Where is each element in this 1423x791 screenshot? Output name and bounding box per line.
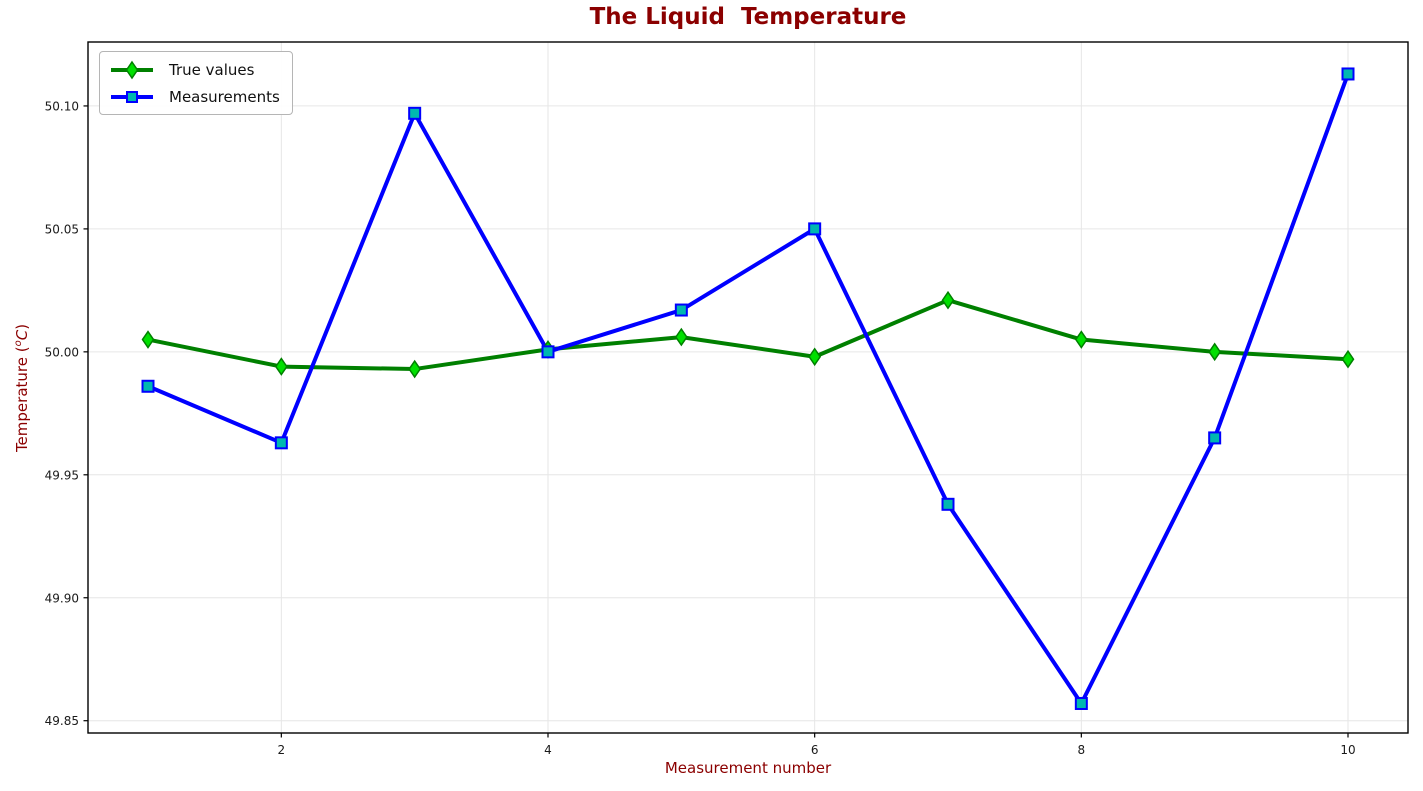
x-tick-label: 2	[278, 743, 286, 757]
y-tick-label: 50.00	[45, 345, 79, 359]
y-tick-label: 49.85	[45, 714, 79, 728]
axes-spines	[87, 41, 1409, 734]
x-tick-label: 8	[1078, 743, 1086, 757]
data-point-diamond	[1074, 330, 1088, 349]
y-axis-label-degree-sup: o	[13, 340, 24, 347]
data-point-square	[674, 303, 688, 317]
data-point-square	[808, 222, 822, 236]
data-point-square	[408, 106, 422, 120]
x-tick-label: 4	[544, 743, 552, 757]
y-tick-label: 50.05	[45, 222, 79, 236]
y-tick-label: 50.10	[45, 99, 79, 113]
data-point-diamond	[941, 290, 955, 310]
y-axis-label: Temperature (oC)	[13, 324, 31, 452]
data-point-diamond	[408, 359, 422, 379]
y-axis-label-suffix: )	[13, 323, 31, 330]
legend-item-true-values: True values	[108, 56, 280, 83]
data-point-square	[1208, 431, 1222, 445]
series-line-true-values	[146, 298, 1350, 372]
data-point-diamond	[808, 347, 822, 367]
y-tick-label: 49.95	[45, 468, 79, 482]
data-point-diamond	[274, 357, 288, 376]
x-axis-label: Measurement number	[664, 759, 832, 777]
data-point-diamond	[1208, 342, 1222, 362]
series-line-measurements	[146, 71, 1350, 706]
data-point-square	[274, 436, 288, 450]
legend-label-true-values: True values	[169, 60, 255, 79]
data-point-diamond	[141, 330, 155, 349]
data-point-square	[141, 379, 155, 393]
y-axis-label-unit: C	[13, 329, 31, 341]
y-tick-label: 49.90	[45, 591, 79, 605]
legend-label-measurements: Measurements	[169, 87, 280, 106]
x-tick-label: 10	[1340, 743, 1355, 757]
data-point-square	[541, 345, 555, 359]
x-tick-label: 6	[811, 743, 819, 757]
data-point-square	[1341, 67, 1355, 81]
legend: True values Measurements	[99, 51, 293, 115]
y-axis-label-prefix: Temperature (	[13, 346, 31, 453]
line-square-marker-icon	[111, 90, 153, 103]
data-point-square	[941, 497, 955, 511]
line-diamond-marker-icon	[111, 60, 153, 79]
data-point-diamond	[1341, 349, 1355, 369]
data-point-diamond	[674, 327, 688, 347]
legend-item-measurements: Measurements	[108, 83, 280, 110]
data-point-square	[1074, 696, 1088, 710]
chart-title: The Liquid Temperature	[589, 4, 907, 30]
